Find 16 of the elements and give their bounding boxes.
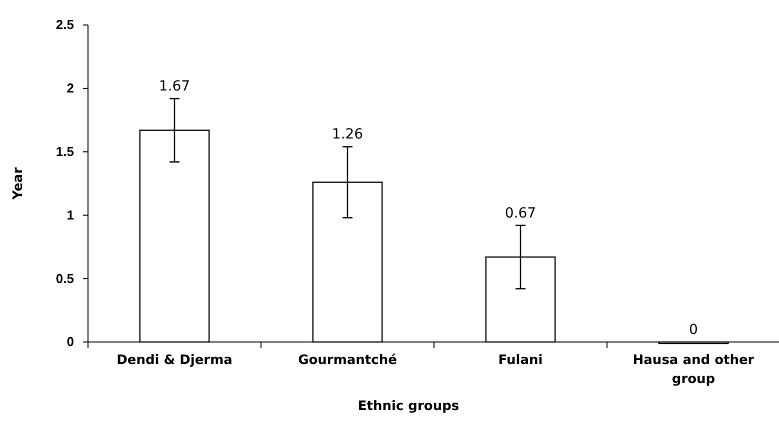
data-label: 0.67 bbox=[504, 205, 536, 222]
y-tick-label: 1.5 bbox=[56, 144, 74, 159]
y-tick-label: 2.5 bbox=[56, 17, 74, 32]
y-axis-title: Year bbox=[11, 166, 26, 201]
y-tick-label: 2 bbox=[66, 80, 74, 96]
x-axis-title: Ethnic groups bbox=[358, 399, 460, 414]
y-tick-label: 0.5 bbox=[56, 270, 74, 286]
x-tick-label: Dendi & Djerma bbox=[116, 353, 232, 368]
data-label: 1.67 bbox=[158, 78, 190, 95]
y-tick-label: 1 bbox=[66, 207, 74, 222]
data-label: 0 bbox=[689, 322, 698, 338]
x-tick-label: Fulani bbox=[498, 353, 543, 368]
y-tick-label: 0 bbox=[66, 334, 74, 350]
data-label: 1.26 bbox=[332, 126, 364, 143]
x-tick-label: Gourmantché bbox=[298, 353, 398, 368]
x-tick-label: Hausa and other group bbox=[632, 353, 755, 387]
